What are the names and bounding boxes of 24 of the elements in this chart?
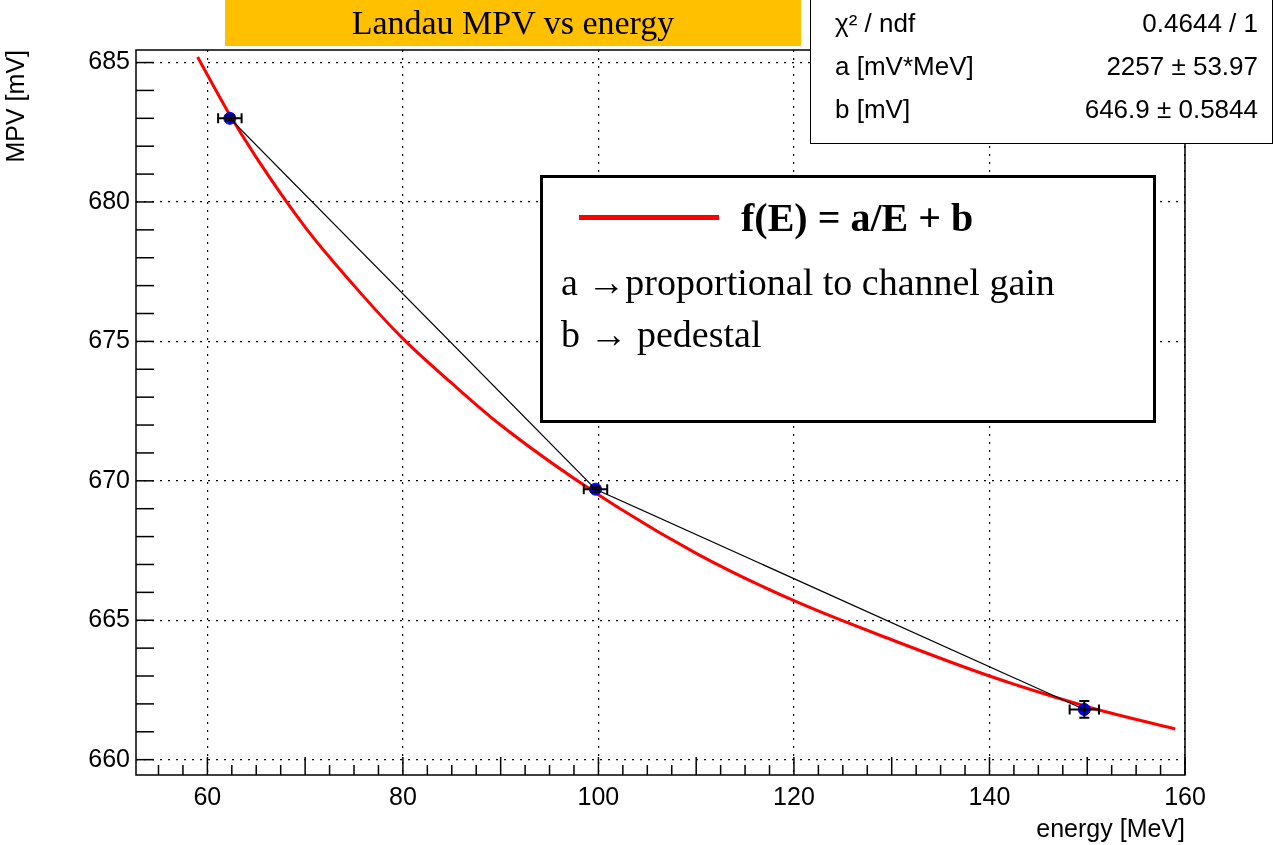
- chart-title: Landau MPV vs energy: [225, 0, 801, 46]
- y-tick-label: 670: [88, 464, 130, 493]
- y-tick-label: 675: [88, 325, 130, 354]
- x-tick-label: 120: [773, 781, 815, 810]
- y-tick-label: 680: [88, 185, 130, 214]
- annotation: 646.9 ± 0.5844: [1084, 94, 1258, 125]
- x-tick-label: 100: [577, 781, 620, 810]
- y-tick-label: 665: [88, 604, 130, 633]
- x-tick-label: 140: [968, 781, 1011, 810]
- text: 0.4644 / 1: [1142, 8, 1258, 39]
- y-tick-label: 660: [88, 743, 130, 772]
- x-tick-label: 160: [1164, 781, 1206, 810]
- text: χ² / ndf: [835, 8, 916, 39]
- annotation: 2257 ± 53.97: [1106, 51, 1258, 82]
- y-axis-title: MPV [mV]: [0, 50, 29, 163]
- annotation: b [mV]: [835, 94, 911, 125]
- x-tick-label: 80: [388, 781, 417, 810]
- y-tick-label: 685: [88, 46, 130, 75]
- annotation: b → pedestal: [561, 312, 763, 357]
- x-tick-label: 60: [193, 781, 222, 810]
- x-axis-title: energy [MeV]: [1036, 813, 1185, 842]
- annotation: a →proportional to channel gain: [561, 260, 1056, 305]
- annotation: a [mV*MeV]: [835, 51, 974, 82]
- legend-label: f(E) = a/E + b: [741, 193, 974, 241]
